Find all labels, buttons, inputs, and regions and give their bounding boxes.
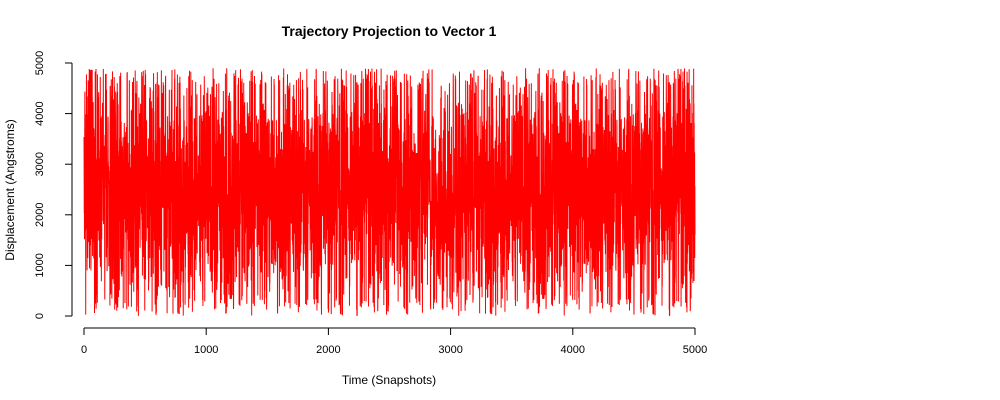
y-tick-label: 4000	[34, 101, 46, 125]
plot-area	[83, 68, 696, 316]
y-tick-label: 0	[34, 313, 46, 319]
series-line	[83, 68, 696, 316]
y-axis: 0 1000 2000 3000 4000 5000	[34, 51, 73, 319]
x-tick-label: 5000	[683, 344, 707, 356]
y-tick-label: 1000	[34, 253, 46, 277]
x-tick-label: 0	[81, 344, 87, 356]
y-tick-label: 5000	[34, 51, 46, 75]
chart-title: Trajectory Projection to Vector 1	[282, 23, 497, 39]
x-tick-label: 3000	[438, 344, 462, 356]
y-axis-label: Displacement (Angstroms)	[3, 119, 17, 260]
x-tick-label: 2000	[316, 344, 340, 356]
y-tick-label: 3000	[34, 152, 46, 176]
x-axis: 0 1000 2000 3000 4000 5000	[81, 327, 707, 356]
x-tick-label: 4000	[561, 344, 585, 356]
x-axis-label: Time (Snapshots)	[342, 373, 436, 387]
x-tick-label: 1000	[194, 344, 218, 356]
y-tick-label: 2000	[34, 203, 46, 227]
